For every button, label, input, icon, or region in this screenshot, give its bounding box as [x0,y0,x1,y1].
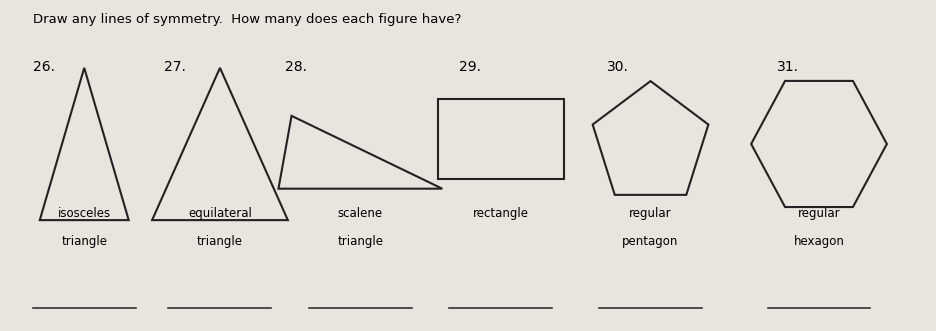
Text: triangle: triangle [61,235,108,248]
Polygon shape [752,81,887,207]
Text: regular: regular [797,207,841,220]
Text: isosceles: isosceles [58,207,110,220]
Text: rectangle: rectangle [473,207,529,220]
Polygon shape [39,68,129,220]
Text: triangle: triangle [337,235,384,248]
Text: 31.: 31. [777,60,799,73]
Polygon shape [279,116,443,189]
Text: 27.: 27. [164,60,185,73]
Text: pentagon: pentagon [622,235,679,248]
Text: scalene: scalene [338,207,383,220]
Text: equilateral: equilateral [188,207,252,220]
Text: Draw any lines of symmetry.  How many does each figure have?: Draw any lines of symmetry. How many doe… [33,13,461,26]
Text: regular: regular [629,207,672,220]
Text: 29.: 29. [459,60,481,73]
Polygon shape [152,68,288,220]
Text: 28.: 28. [285,60,308,73]
Polygon shape [592,81,709,195]
Bar [438,99,564,179]
Text: hexagon: hexagon [794,235,844,248]
Text: 30.: 30. [607,60,628,73]
Text: 26.: 26. [33,60,55,73]
Text: triangle: triangle [197,235,243,248]
